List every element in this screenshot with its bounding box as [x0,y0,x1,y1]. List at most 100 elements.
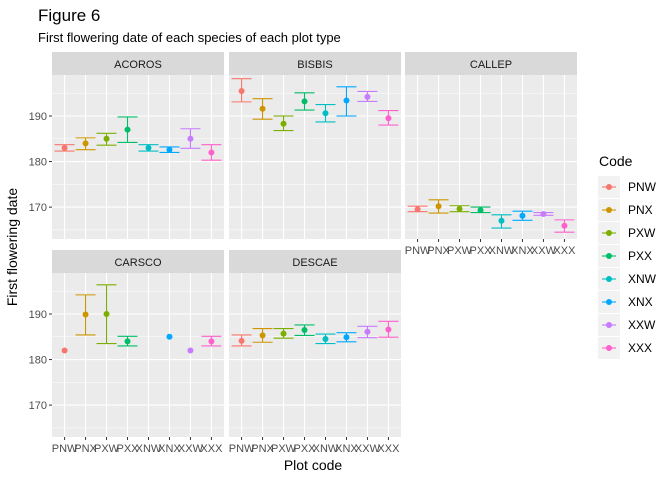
legend-key-point [606,184,612,190]
data-point-callep-xxw [533,210,554,217]
x-tick-label: XNX [511,245,534,257]
data-point-descae-pnx [252,328,273,343]
facet-strip-label: CALLEP [470,59,512,71]
x-tick-label: PNW [52,443,78,455]
facet-strip [52,250,224,273]
mean-point [322,336,329,343]
data-point-bisbis-pxx [294,92,315,111]
mean-point [187,347,194,354]
legend-key-point [606,276,612,282]
legend-item-xnx: XNX [598,291,653,313]
panel-background [52,75,224,239]
x-tick-label: XNW [313,443,339,455]
mean-point [414,206,421,213]
legend-key-point [606,345,612,351]
x-tick-label: PXX [117,443,140,455]
data-point-bisbis-pxw [273,115,294,132]
data-point-bisbis-pnx [252,98,273,120]
x-tick-label: XXW [355,443,381,455]
data-point-callep-xxx [554,219,575,233]
y-tick-label: 190 [29,111,47,123]
x-tick-label: PXX [294,443,317,455]
data-point-callep-pnw [407,205,428,213]
x-tick-label: PXW [271,443,297,455]
mean-point [280,120,287,127]
legend-label: XNW [628,272,657,286]
mean-point [166,146,173,153]
mean-point [519,212,526,219]
data-point-acoros-xnx [159,146,180,153]
legend-label: XNX [628,295,653,309]
data-point-acoros-pxx [117,116,138,143]
x-tick-label: XXX [200,443,223,455]
facet-strip-label: BISBIS [297,59,332,71]
mean-point [103,311,110,317]
data-point-descae-xxx [378,320,399,338]
axes: 170180190PNWPNXPXWPXXXNWXNXXXWXXX1701801… [29,111,576,455]
facet-callep: CALLEP [405,52,577,239]
data-point-carsco-xnx [166,333,173,340]
legend-item-xxw: XXW [598,314,656,336]
legend-item-pxw: PXW [598,222,656,244]
data-point-descae-pxx [294,324,315,336]
data-point-carsco-xxw [187,347,194,354]
x-tick-label: PXW [94,443,120,455]
data-point-acoros-xnw [138,144,159,152]
legend-label: PXX [628,249,652,263]
facet-strip [405,52,577,75]
mean-point [343,334,350,341]
x-tick-label: PNX [74,443,97,455]
mean-point [166,333,173,340]
x-tick-label: PNW [229,443,255,455]
legend-item-pxx: PXX [598,245,652,267]
legend-label: XXX [628,341,652,355]
legend-key-point [606,253,612,259]
y-tick-label: 170 [29,400,47,412]
mean-point [259,332,266,339]
chart-subtitle: First flowering date of each species of … [38,30,341,45]
legend-key-point [606,322,612,328]
x-tick-label: XXX [377,443,400,455]
mean-point [498,217,505,224]
mean-point [385,326,392,333]
mean-point [61,144,68,151]
x-axis-title: Plot code [284,457,343,473]
data-point-descae-xnw [315,333,336,345]
data-point-callep-pxx [470,206,491,214]
panel-background [229,75,401,239]
data-point-acoros-pnx [75,137,96,151]
data-point-descae-xnx [336,332,357,343]
x-tick-label: XXX [553,245,576,257]
facet-descae: DESCAE [229,250,401,437]
legend-label: PNW [628,180,657,194]
legend-item-pnw: PNW [598,176,657,198]
legend-item-xxx: XXX [598,337,652,359]
mean-point [364,328,371,335]
data-point-bisbis-xnx [336,86,357,117]
mean-point [208,338,215,345]
mean-point [435,203,442,210]
legend-label: XXW [628,318,656,332]
legend-key-point [606,230,612,236]
data-point-acoros-pnw [54,144,75,152]
legend-title: Code [599,153,633,169]
legend-label: PNX [628,203,653,217]
mean-point [145,144,152,151]
x-tick-label: PNX [251,443,274,455]
mean-point [561,222,568,229]
legend: Code PNW PNX PXW PXX XNW XNX XXW XXX [598,153,657,359]
data-point-callep-pxw [449,205,470,213]
facet-strip [229,52,401,75]
x-tick-label: XNW [489,245,515,257]
mean-point [238,87,245,94]
panel-background [405,75,577,239]
mean-point [301,98,308,105]
data-point-carsco-pnx [75,294,96,336]
mean-point [364,93,371,100]
data-point-bisbis-pnw [231,78,252,103]
mean-point [103,135,110,142]
data-point-carsco-pnw [61,347,68,354]
panel-background [229,273,401,437]
mean-point [124,126,131,133]
